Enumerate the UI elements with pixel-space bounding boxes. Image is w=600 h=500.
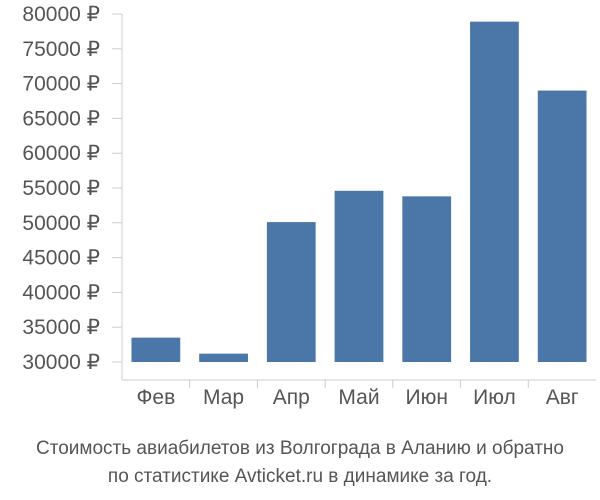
y-tick-label: 70000 ₽ [22,73,100,96]
bars [131,21,587,362]
y-tick-label: 35000 ₽ [22,316,100,339]
x-tick-label: Мар [203,386,244,409]
y-tick-label: 55000 ₽ [22,177,100,200]
x-tick-label: Апр [273,386,310,409]
y-axis: 30000 ₽ 35000 ₽ 40000 ₽ 45000 ₽ 50000 ₽ 55000… [22,3,123,380]
y-tick-label: 45000 ₽ [22,247,100,270]
y-tick-label: 80000 ₽ [22,3,100,26]
x-tick-label: Май [338,386,379,409]
x-tick-label: Авг [546,386,579,409]
bar [402,196,452,362]
bar [266,222,316,362]
bar [537,90,587,362]
x-tick-label: Июн [405,386,447,409]
chart-caption-line-1: Стоимость авиабилетов из Волгограда в Ал… [36,438,564,459]
y-tick-label: 50000 ₽ [22,212,100,235]
x-tick-label: Фев [136,386,175,409]
bar [199,353,248,362]
y-tick-label: 60000 ₽ [22,142,100,165]
x-axis: Фев Мар Апр Май Июн Июл Авг [122,379,596,409]
bar [470,21,519,362]
y-tick-label: 30000 ₽ [22,351,100,374]
bar [334,190,384,362]
chart-caption-line-2: по статистике Avticket.ru в динамике за … [108,466,492,487]
y-tick-label: 40000 ₽ [22,281,100,304]
bar [131,337,181,362]
x-tick-label: Июл [473,386,516,409]
y-tick-label: 75000 ₽ [22,38,100,61]
y-tick-label: 65000 ₽ [22,107,100,130]
